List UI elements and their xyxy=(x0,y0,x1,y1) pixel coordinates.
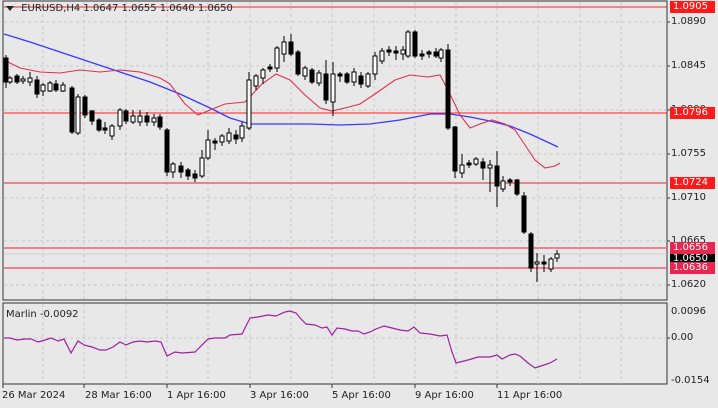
horizontal-gridlines xyxy=(4,21,667,339)
indicator-tick-zero: 0.00 xyxy=(671,332,694,343)
price-tick-5: 1.0710 xyxy=(671,192,706,203)
indicator-panel[interactable] xyxy=(2,302,668,385)
vertical-gridlines xyxy=(42,2,622,384)
moving-average-slow-line xyxy=(3,33,559,148)
support-resistance-lines[interactable] xyxy=(4,6,667,269)
dropdown-triangle-icon[interactable] xyxy=(6,5,14,11)
time-label-7: 11 Apr 16:00 xyxy=(497,390,563,401)
indicator-tick-min: -0.0154 xyxy=(671,375,710,386)
time-label-1: 26 Mar 2024 xyxy=(2,390,66,401)
symbol-timeframe: EURUSD,H4 xyxy=(21,3,81,14)
level-label-1: 1.0905 xyxy=(670,1,715,13)
level-label-4: 1.0656 xyxy=(670,242,715,254)
marlin-indicator-line xyxy=(4,310,558,369)
main-price-panel[interactable] xyxy=(2,0,668,301)
time-label-2: 28 Mar 16:00 xyxy=(85,390,152,401)
time-label-4: 3 Apr 16:00 xyxy=(250,390,309,401)
candlesticks xyxy=(3,30,560,282)
indicator-tick-max: 0.0096 xyxy=(671,306,706,317)
chart-title[interactable]: EURUSD,H4 1.0647 1.0655 1.0640 1.0650 xyxy=(6,3,233,14)
price-tick-2: 1.0845 xyxy=(671,60,706,71)
moving-average-fast-line xyxy=(3,59,561,169)
price-tick-4: 1.0755 xyxy=(671,148,706,159)
ohlc-values: 1.0647 1.0655 1.0640 1.0650 xyxy=(83,3,233,14)
time-label-3: 1 Apr 16:00 xyxy=(167,390,226,401)
indicator-label: Marlin -0.0092 xyxy=(6,309,79,320)
time-label-6: 9 Apr 16:00 xyxy=(415,390,474,401)
level-label-3: 1.0724 xyxy=(670,177,715,189)
price-tick-7: 1.0620 xyxy=(671,279,706,290)
axis-ticks xyxy=(2,21,670,388)
price-tick-6: 1.0665 xyxy=(671,235,706,246)
level-label-2: 1.0796 xyxy=(670,107,715,119)
price-tick-1: 1.0890 xyxy=(671,16,706,27)
level-label-5: 1.0636 xyxy=(670,262,715,274)
time-label-5: 5 Apr 16:00 xyxy=(332,390,391,401)
